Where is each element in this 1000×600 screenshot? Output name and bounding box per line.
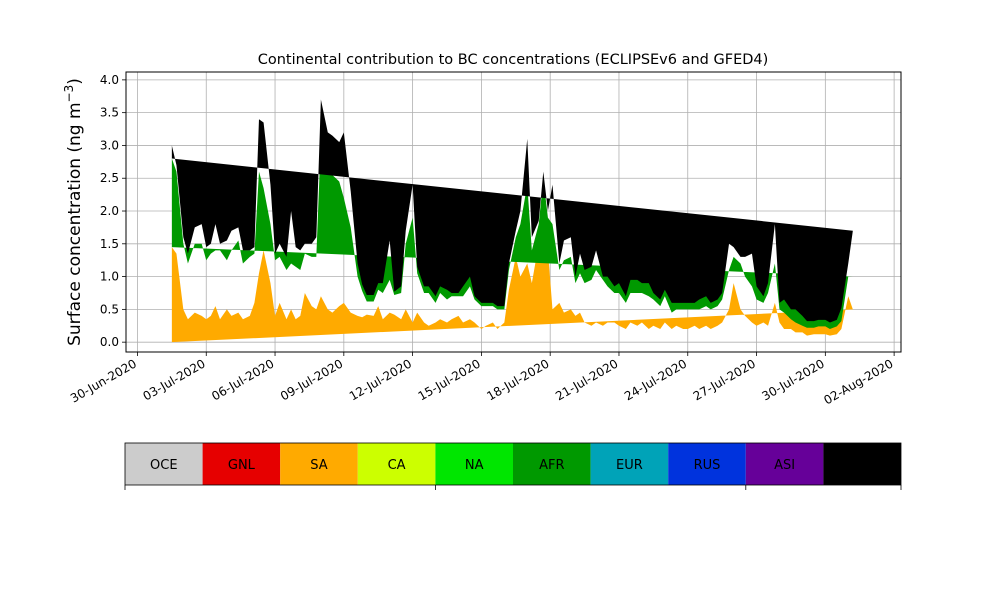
- legend-swatch-aus: [823, 443, 901, 485]
- x-tick-label: 30-Jul-2020: [760, 356, 827, 403]
- y-tick-label: 1.0: [100, 270, 119, 284]
- legend-swatch-na: [435, 443, 513, 485]
- y-tick-label: 4.0: [100, 73, 119, 87]
- y-tick-label: 2.5: [100, 171, 119, 185]
- axes-frame: [125, 71, 902, 353]
- legend-swatch-oce: [125, 443, 203, 485]
- legend-swatch-ca: [357, 443, 436, 485]
- x-tick-label: 30-Jun-2020: [68, 356, 139, 405]
- legend-swatch-rus: [668, 443, 746, 485]
- x-axis: 30-Jun-2020 03-Jul-2020 06-Jul-2020 09-Jul-…: [68, 352, 896, 407]
- y-axis-label-close: ): [65, 78, 85, 85]
- legend-frame: [124, 442, 902, 486]
- legend-label: CA: [388, 458, 406, 473]
- y-tick-label: 3.0: [100, 138, 119, 152]
- x-tick-label: 02-Aug-2020: [821, 356, 895, 407]
- y-tick-label: 2.0: [100, 204, 119, 218]
- legend-label: ASI: [774, 458, 795, 473]
- x-tick-label: 18-Jul-2020: [484, 356, 551, 403]
- legend-swatch-eur: [590, 443, 669, 485]
- area-aus: [171, 99, 853, 323]
- plot-areas: [171, 99, 853, 343]
- y-axis-label-main: Surface concentration (ng m: [65, 102, 85, 345]
- y-tick-label: 1.5: [100, 237, 119, 251]
- legend-swatch-afr: [513, 443, 591, 485]
- legend-label: EUR: [616, 458, 643, 473]
- legend-label: RUS: [694, 458, 721, 473]
- legend: OCE GNL SA CA NA AFR EUR RUS ASI AUS: [124, 442, 902, 490]
- legend-label: AUS: [849, 458, 876, 473]
- y-axis-label-exponent: −3: [62, 85, 76, 103]
- legend-label: GNL: [228, 458, 256, 473]
- chart-title: Continental contribution to BC concentra…: [258, 52, 769, 68]
- legend-label: SA: [310, 458, 327, 473]
- x-tick-label: 27-Jul-2020: [691, 356, 758, 403]
- x-tick-label: 21-Jul-2020: [553, 356, 620, 403]
- x-tick-label: 12-Jul-2020: [347, 356, 414, 403]
- legend-swatch-sa: [280, 443, 358, 485]
- y-tick-label: 3.5: [100, 106, 119, 120]
- y-tick-label: 0.0: [100, 335, 119, 349]
- y-tick-label: 0.5: [100, 302, 119, 316]
- x-tick-label: 24-Jul-2020: [622, 356, 689, 403]
- area-sa: [171, 217, 853, 343]
- x-tick-label: 06-Jul-2020: [209, 356, 276, 403]
- x-tick-label: 09-Jul-2020: [278, 356, 345, 403]
- legend-label: AFR: [539, 458, 564, 473]
- legend-label: NA: [465, 458, 484, 473]
- legend-label: OCE: [150, 458, 178, 473]
- y-axis-label: Surface concentration (ng m−3): [62, 78, 85, 346]
- legend-swatch-asi: [745, 443, 824, 485]
- legend-swatch-gnl: [202, 443, 281, 485]
- y-axis: 0.0 0.5 1.0 1.5 2.0 2.5 3.0 3.5 4.0: [100, 73, 126, 349]
- x-tick-label: 15-Jul-2020: [416, 356, 483, 403]
- x-tick-label: 03-Jul-2020: [140, 356, 207, 403]
